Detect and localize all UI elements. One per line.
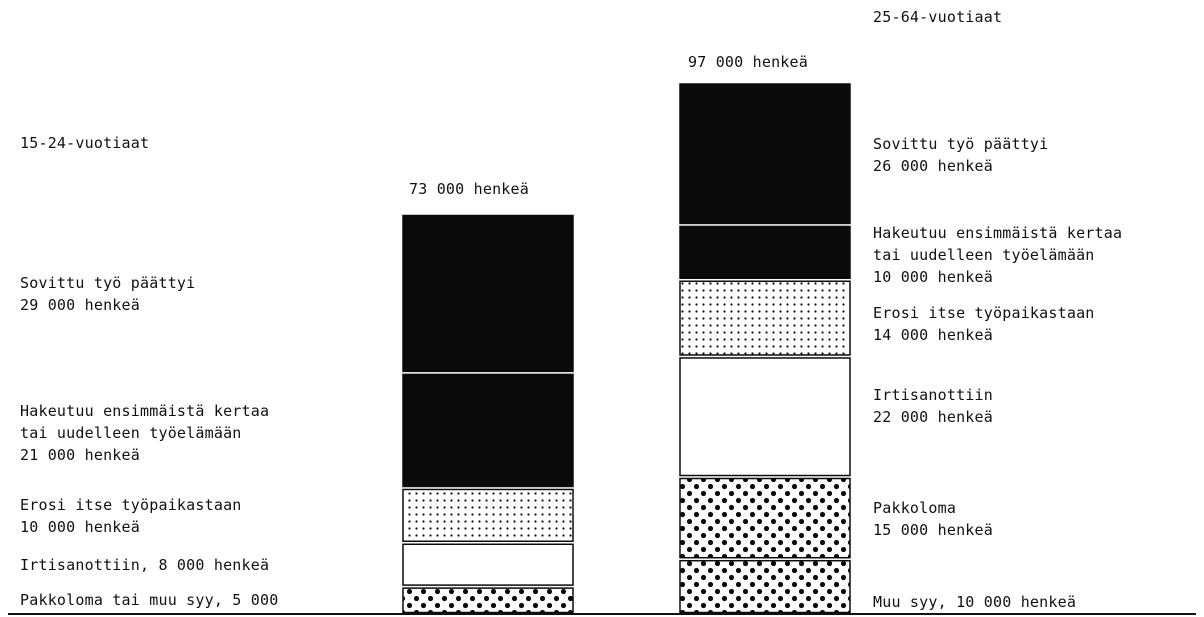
bar-segment-25-64-vuotiaat-3 bbox=[679, 280, 851, 356]
bar-segment-15-24-vuotiaat-1 bbox=[402, 543, 574, 586]
segment-label-15-24-erosi: Erosi itse työpaikastaan 10 000 henkeä bbox=[20, 496, 242, 536]
bar-segment-15-24-vuotiaat-3 bbox=[402, 373, 574, 488]
bar-segment-15-24-vuotiaat-0 bbox=[402, 587, 574, 614]
segment-label-15-24-irtisanottiin: Irtisanottiin, 8 000 henkeä bbox=[20, 556, 270, 574]
segment-label-15-24-hakeutuu: Hakeutuu ensimmäistä kertaa tai uudellee… bbox=[20, 402, 270, 464]
bar-segment-25-64-vuotiaat-2 bbox=[679, 357, 851, 477]
group-title-15-24: 15-24-vuotiaat bbox=[20, 134, 150, 152]
segment-label-25-64-erosi: Erosi itse työpaikastaan 14 000 henkeä bbox=[873, 304, 1095, 344]
bar-segment-15-24-vuotiaat-2 bbox=[402, 488, 574, 543]
segment-label-15-24-pakkoloma: Pakkoloma tai muu syy, 5 000 bbox=[20, 591, 279, 609]
total-label-25-64: 97 000 henkeä bbox=[688, 53, 808, 71]
segment-label-25-64-hakeutuu: Hakeutuu ensimmäistä kertaa tai uudellee… bbox=[873, 224, 1123, 286]
bar-segment-25-64-vuotiaat-0 bbox=[679, 559, 851, 614]
total-label-15-24: 73 000 henkeä bbox=[409, 180, 529, 198]
bar-segment-25-64-vuotiaat-4 bbox=[679, 225, 851, 280]
bar-segment-15-24-vuotiaat-4 bbox=[402, 214, 574, 373]
bar-segment-25-64-vuotiaat-5 bbox=[679, 83, 851, 225]
segment-label-25-64-sovittu: Sovittu työ päättyi 26 000 henkeä bbox=[873, 135, 1049, 175]
segment-label-25-64-pakkoloma: Pakkoloma 15 000 henkeä bbox=[873, 499, 993, 539]
segment-label-25-64-irtisanottiin: Irtisanottiin 22 000 henkeä bbox=[873, 386, 993, 426]
group-title-25-64: 25-64-vuotiaat bbox=[873, 8, 1003, 26]
segment-label-25-64-muu-syy: Muu syy, 10 000 henkeä bbox=[873, 593, 1077, 611]
segment-label-15-24-sovittu: Sovittu työ päättyi 29 000 henkeä bbox=[20, 274, 196, 314]
bar-segment-25-64-vuotiaat-1 bbox=[679, 477, 851, 559]
